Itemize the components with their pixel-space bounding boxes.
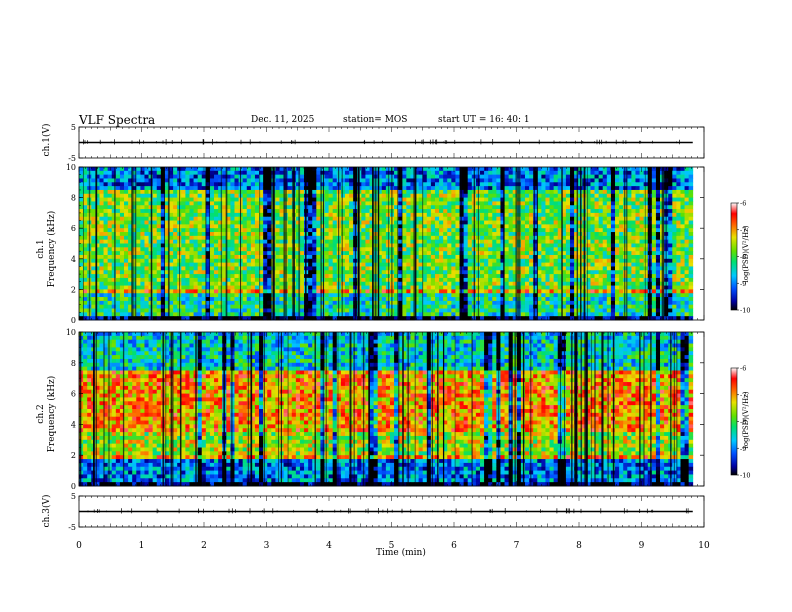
x-tick-label: 0	[76, 541, 82, 551]
y-tick-label: 0	[71, 482, 76, 491]
y-tick-label: 10	[66, 328, 76, 337]
y-tick-label: 6	[71, 224, 76, 233]
y-tick-label: 5	[71, 492, 76, 501]
colorbar-1	[730, 202, 738, 311]
x-axis-label: Time (min)	[376, 548, 426, 558]
x-tick-label: 9	[639, 541, 645, 551]
y-tick-label: 4	[71, 255, 76, 264]
colorbar-1-tick-label: -8	[740, 253, 746, 261]
y-tick-label: -5	[68, 154, 76, 163]
colorbar-1-tick-label: -6	[740, 200, 746, 208]
y-tick-label: 8	[71, 359, 76, 368]
y-tick-label: 0	[71, 316, 76, 325]
colorbar-1-tick-label: -9	[740, 280, 746, 288]
x-tick-label: 1	[139, 541, 145, 551]
date-label: Dec. 11, 2025	[251, 115, 315, 125]
colorbar-2-tick-label: -10	[740, 472, 750, 480]
colorbar-1-tick-label: -7	[740, 226, 746, 234]
colorbar-2	[730, 367, 738, 476]
y-tick-label: 2	[71, 451, 76, 460]
x-tick-label: 8	[576, 541, 582, 551]
x-tick-label: 5	[389, 541, 395, 551]
y-tick-label: 2	[71, 285, 76, 294]
spectrogram-ch2-spectrogram	[79, 332, 694, 487]
colorbar-2-tick-label: -9	[740, 445, 746, 453]
y-tick-label: 4	[71, 420, 76, 429]
x-tick-label: 10	[698, 541, 710, 551]
colorbar-2-tick-label: -6	[740, 365, 746, 373]
y-tick-label: -5	[68, 523, 76, 532]
y-tick-label: 5	[71, 123, 76, 132]
station-label: station= MOS	[343, 115, 408, 125]
colorbar-1-tick-label: -10	[740, 307, 750, 315]
spectrogram-ch1-spectrogram	[79, 167, 694, 321]
y-tick-label: 10	[66, 163, 76, 172]
x-tick-label: 3	[264, 541, 270, 551]
chart-title: VLF Spectra	[79, 113, 156, 127]
x-tick-label: 4	[326, 541, 332, 551]
start-ut-label: start UT = 16: 40: 1	[438, 115, 530, 125]
y-tick-label: 6	[71, 390, 76, 399]
colorbar-2-tick-label: -8	[740, 418, 746, 426]
x-tick-label: 7	[514, 541, 520, 551]
y-tick-label: 8	[71, 194, 76, 203]
x-tick-label: 2	[201, 541, 207, 551]
voltage-trace-ch1-voltage	[79, 139, 693, 145]
voltage-trace-ch3-voltage	[79, 508, 693, 514]
x-tick-label: 6	[451, 541, 457, 551]
colorbar-2-tick-label: -7	[740, 391, 746, 399]
